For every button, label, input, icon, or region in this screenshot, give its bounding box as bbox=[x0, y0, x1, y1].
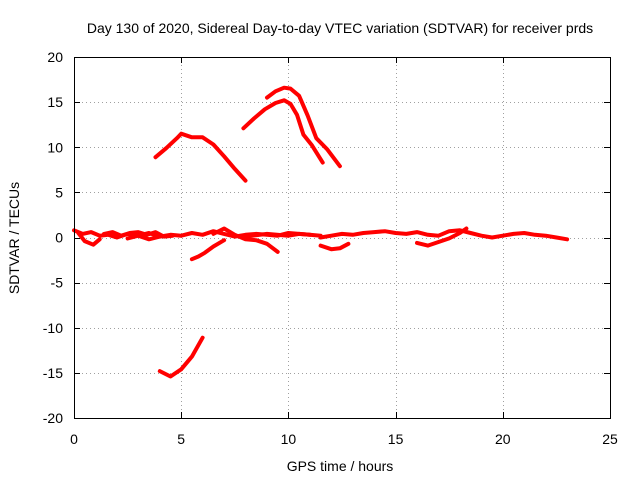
series-arc-4 bbox=[125, 233, 162, 242]
x-tick-labels: 0 5 10 15 20 25 bbox=[70, 431, 618, 447]
x-tick-label: 10 bbox=[281, 431, 297, 447]
grid-lines bbox=[74, 57, 610, 418]
y-tick-label: 20 bbox=[47, 49, 63, 65]
y-tick-label: -10 bbox=[43, 320, 63, 336]
x-tick-label: 20 bbox=[495, 431, 511, 447]
y-tick-label: -15 bbox=[43, 365, 63, 381]
y-tick-label: -20 bbox=[43, 410, 63, 426]
y-tick-labels: -20 -15 -10 -5 0 5 10 15 20 bbox=[43, 49, 63, 426]
y-axis-label: SDTVAR / TECUs bbox=[6, 182, 22, 294]
x-tick-label: 0 bbox=[70, 431, 78, 447]
series-arc-11 bbox=[153, 131, 248, 183]
y-tick-label: -5 bbox=[51, 275, 64, 291]
series-arc-12 bbox=[241, 98, 325, 165]
series-arc-14 bbox=[157, 335, 205, 379]
x-tick-label: 25 bbox=[602, 431, 618, 447]
series-arc-5 bbox=[189, 238, 227, 262]
x-axis-label: GPS time / hours bbox=[287, 458, 394, 474]
y-tick-label: 10 bbox=[47, 139, 63, 155]
series-arc-7 bbox=[243, 231, 312, 239]
series-arc-9 bbox=[318, 241, 351, 252]
series-arc-13 bbox=[265, 85, 342, 169]
axis-ticks bbox=[74, 57, 611, 419]
series-arc-2 bbox=[76, 231, 102, 247]
series-arc-8 bbox=[318, 228, 570, 242]
series-arc-6 bbox=[211, 226, 280, 254]
y-tick-label: 0 bbox=[55, 230, 63, 246]
data-series bbox=[72, 85, 570, 379]
series-arc-3 bbox=[102, 230, 175, 239]
x-tick-label: 5 bbox=[177, 431, 185, 447]
chart-title: Day 130 of 2020, Sidereal Day-to-day VTE… bbox=[87, 20, 593, 36]
y-tick-label: 5 bbox=[55, 184, 63, 200]
series-arc-10 bbox=[415, 226, 469, 248]
x-tick-label: 15 bbox=[388, 431, 404, 447]
y-tick-label: 15 bbox=[47, 94, 63, 110]
